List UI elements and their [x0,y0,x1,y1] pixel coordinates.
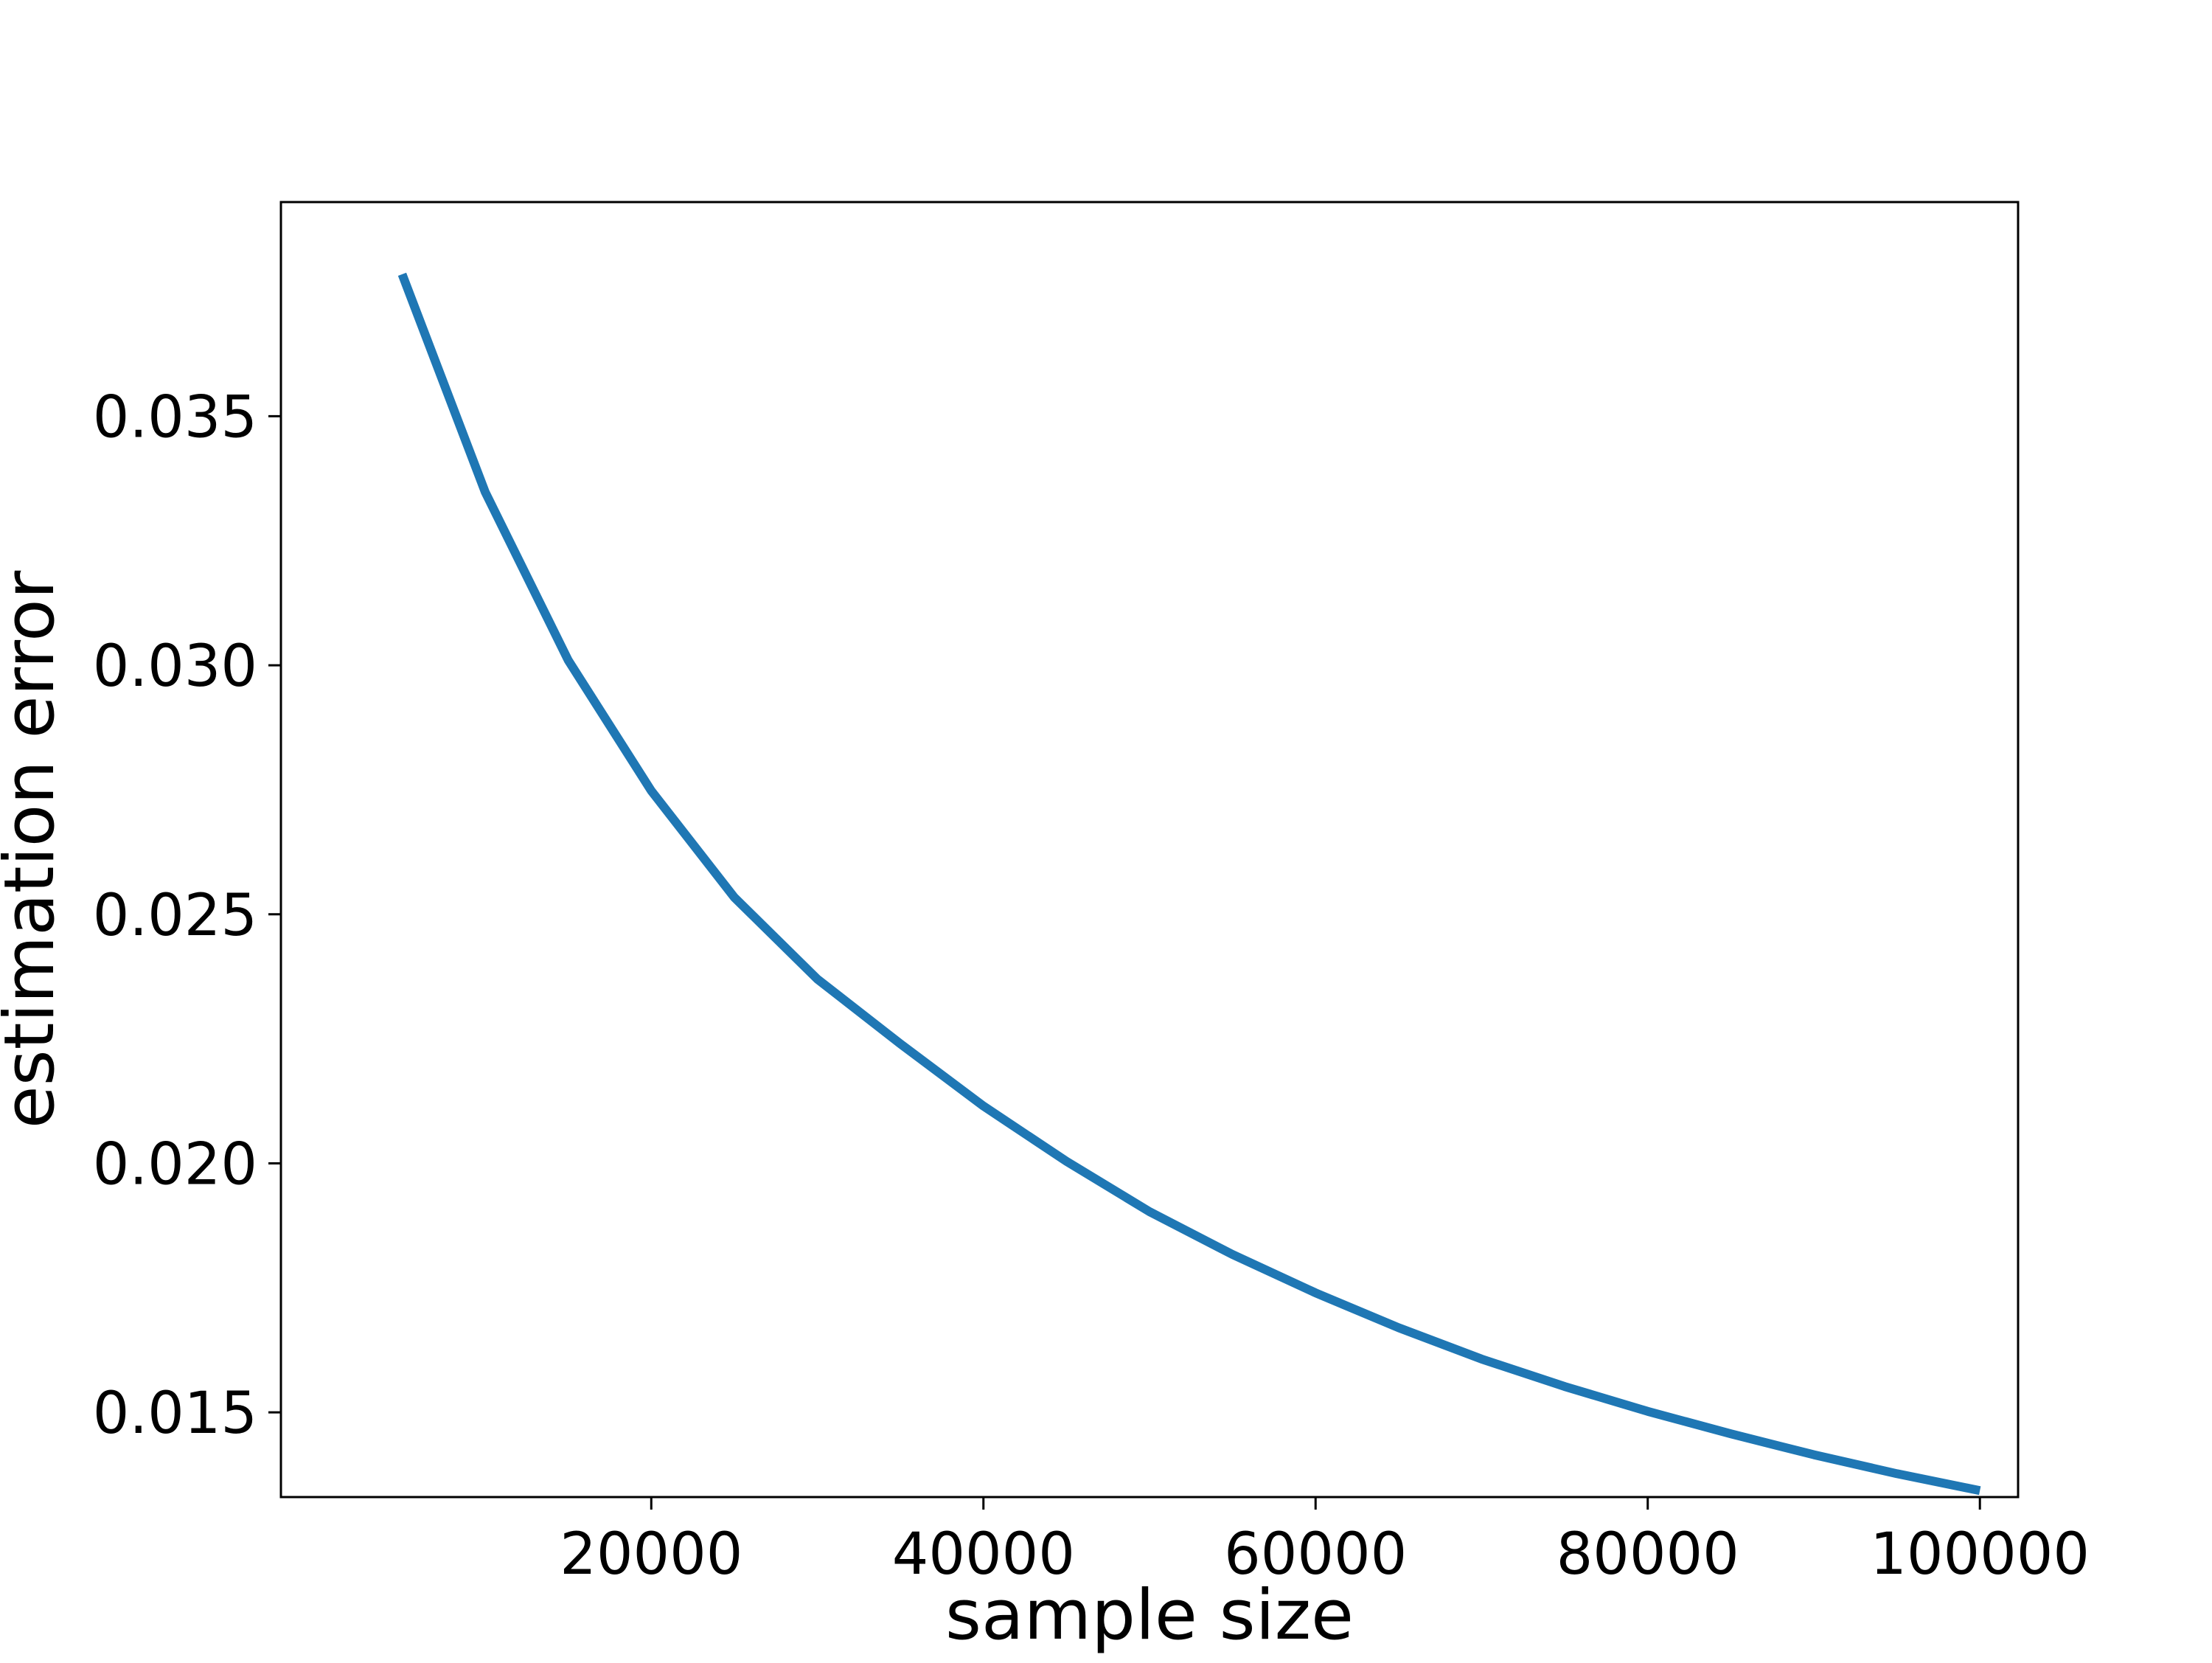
x-tick-label: 60000 [1224,1521,1407,1588]
x-axis-label: sample size [945,1575,1354,1656]
y-axis: 0.015 0.020 0.025 0.030 0.035 [93,384,281,1447]
y-tick-label: 0.025 [93,883,257,949]
y-tick-label: 0.035 [93,384,257,451]
plot-area [397,272,1981,1496]
y-tick-label: 0.030 [93,633,257,700]
y-tick-label: 0.015 [93,1381,257,1447]
x-tick-label: 80000 [1557,1521,1739,1588]
x-tick-label: 40000 [892,1521,1075,1588]
series-line-0 [397,272,1981,1496]
x-tick-label: 100000 [1870,1521,2090,1588]
axes-frame [279,201,2020,1499]
y-tick-label: 0.020 [93,1131,257,1198]
y-axis-label: estimation error [0,570,70,1128]
x-axis: 20000 40000 60000 80000 100000 [560,1497,2090,1588]
x-tick-label: 20000 [560,1521,742,1588]
